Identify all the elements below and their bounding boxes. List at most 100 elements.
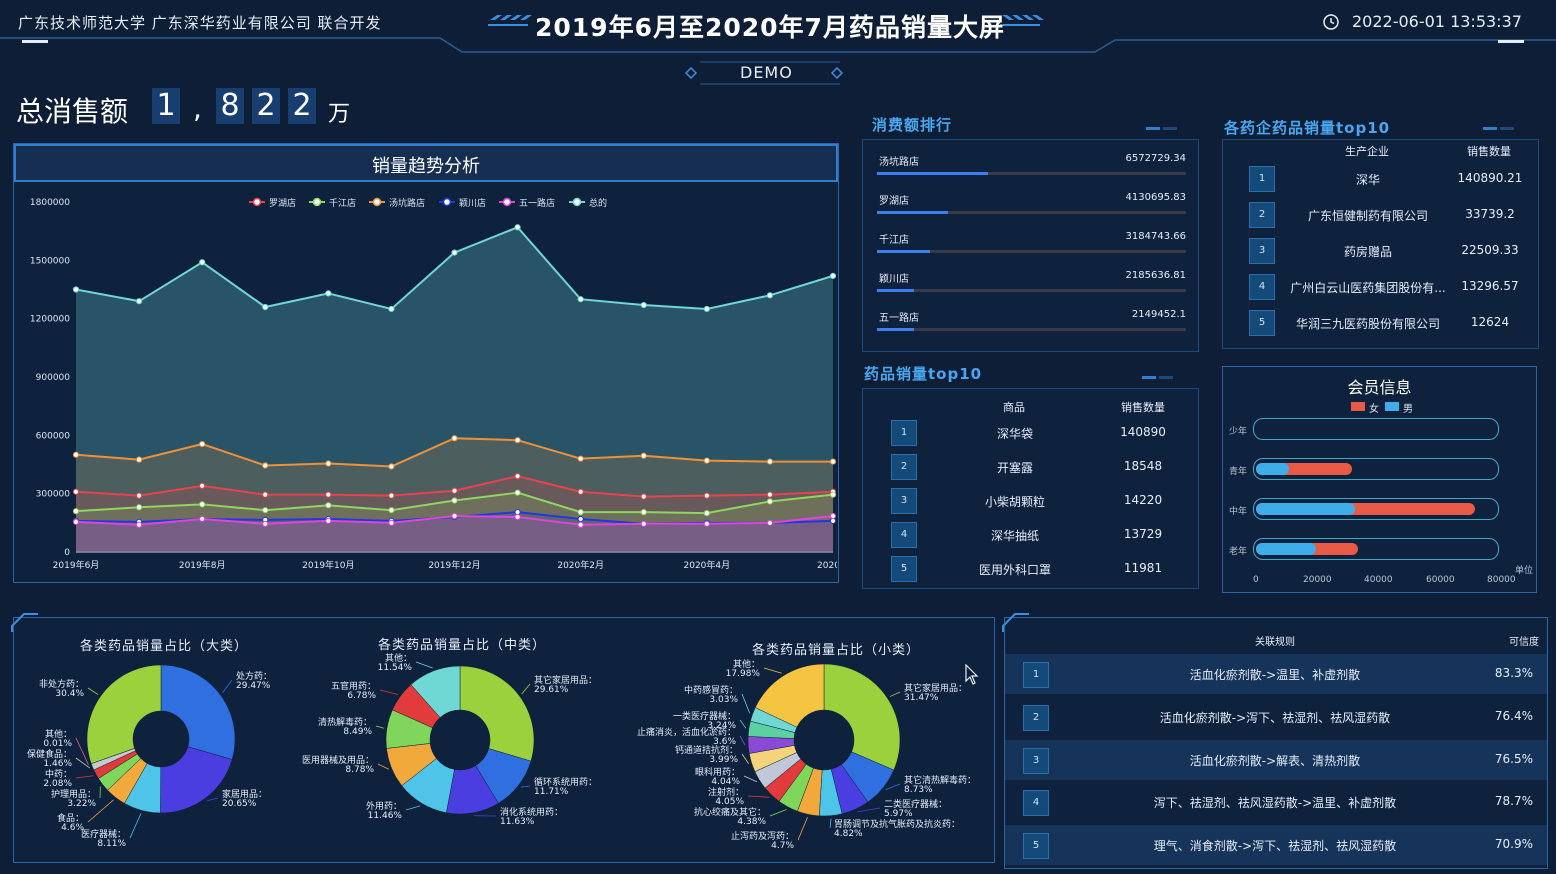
donut-chart-small: 其它家居用品：31.47% 其它清热解毒药：8.73% 二类医疗器械：5.97%胃肠… [637,658,976,851]
label-leader [75,757,90,769]
rule-row: 4 泻下、祛湿剂、祛风湿药散->温里、补虚剂散 78.7% [1005,782,1547,822]
legend-label: 千江店 [329,197,356,209]
drug-qty: 14220 [1123,493,1163,507]
slice-label-name: 中药感冒药： [684,684,738,696]
data-point [829,491,837,498]
drug-top-panel: 商品 销售数量 1 深华袋 140890 2 开塞露 18548 3 小柴胡颗粒… [862,388,1199,589]
y-tick-label: 1500000 [30,256,70,266]
x-tick-label: 2019年10月 [302,559,354,571]
drug-name: 小柴胡颗粒 [984,495,1045,509]
data-point [577,296,584,303]
data-point [199,501,206,508]
data-point [451,249,458,256]
slice-label-name: 钙通道拮抗剂： [675,744,738,756]
pie-slice [459,665,535,762]
data-point [451,487,458,494]
x-tick-label: 2020年 [817,559,837,571]
data-point [388,507,395,514]
member-xtick: 20000 [1303,575,1332,585]
label-leader [405,805,421,811]
y-tick-label: 1200000 [30,315,70,325]
slice-label-percent: 8.49% [343,727,372,737]
drug-qty: 11981 [1123,561,1163,575]
legend-label: 五一路店 [519,197,555,209]
trend-title: 销量趋势分析 [372,156,480,177]
rule-row: 2 活血化瘀剂散->泻下、祛湿剂、祛风湿药散 76.4% [1005,697,1547,737]
rank-badge: 5 [1249,310,1275,336]
drug-qty: 18548 [1123,459,1163,473]
rank-badge: 3 [1023,748,1049,774]
data-point [640,301,647,309]
rank-badge: 5 [1023,833,1049,859]
data-point [72,286,80,293]
data-point [640,509,647,516]
pie-title-large: 各类药品销量占比（大类） [80,639,249,654]
slice-label-percent: 17.98% [726,669,761,679]
member-title: 会员信息 [1347,378,1412,397]
page-title: 2019年6月至2020年7月药品销量大屏 [535,13,1005,42]
data-point [388,305,395,313]
slice-label-name: 消化系统用药： [500,806,563,818]
slice-label-name: 抗心绞痛及其它： [694,806,766,818]
member-track [1253,538,1499,560]
rule-confidence: 78.7% [1494,794,1533,808]
company-name: 药房赠品 [1343,245,1392,259]
member-category: 中年 [1229,507,1248,517]
ranking-value: 2149452.1 [1131,309,1186,320]
total-unit: 万 [328,102,351,127]
data-point [640,452,647,459]
slice-label-percent: 29.61% [534,685,569,695]
rank-badge: 1 [1023,662,1049,688]
drug-name: 开塞露 [996,461,1033,475]
label-leader [87,799,114,823]
slice-label-percent: 2.08% [43,779,72,789]
label-leader [375,725,385,729]
donut-chart-medium: 其它家居用品：29.61% 循环系统用药：11.71% 消化系统用药：11.63% 外… [302,652,597,827]
data-point [135,504,143,511]
data-point [325,460,332,467]
pie-slice [410,665,461,718]
total-digit: 2 [288,88,316,124]
data-point [829,512,837,520]
pie-slice [754,663,825,728]
data-point [135,521,143,528]
slice-label-percent: 11.71% [534,787,569,797]
slice-label-name: 止痛消炎，活血化淤药： [637,726,736,738]
slice-label-percent: 30.4% [55,689,84,699]
slice-label-percent: 3.03% [709,695,738,705]
pie-title-small: 各类药品销量占比（小类） [752,643,921,658]
label-leader [743,775,758,783]
label-leader [206,797,219,802]
rule-confidence: 83.3% [1494,666,1533,680]
slice-label-percent: 29.47% [236,681,271,691]
slice-label-percent: 4.05% [715,797,744,807]
slice-label-name: 止泻药及泻药： [731,830,794,842]
x-tick-label: 2019年8月 [179,559,226,571]
legend-male-label: 男 [1403,404,1413,415]
data-point [514,473,521,480]
company-name: 广东恒健制药有限公司 [1307,209,1428,223]
company-qty: 140890.21 [1457,171,1523,185]
slice-label-name: 胃肠调节及抗气胀药及抗炎药： [834,818,960,830]
donut-chart-large: 处方药：29.47% 家居用品：20.65% 医疗器械：8.11% 食品：4.6% 护理… [27,664,272,849]
label-leader [75,775,94,779]
company-qty: 22509.33 [1461,243,1519,257]
label-leader [856,807,881,813]
member-bar-male [1256,503,1355,515]
label-leader [763,667,782,674]
label-leader [521,683,531,695]
data-point [577,509,584,516]
slice-label-name: 其它家居用品： [904,682,967,694]
data-point [577,515,584,523]
trend-panel: 销量趋势分析 [13,143,839,583]
rank-badge: 2 [1023,705,1049,731]
company-qty: 33739.2 [1465,207,1515,221]
data-point [72,451,80,458]
data-point [514,437,521,444]
rule-text: 活血化瘀剂散->温里、补虚剂散 [1189,668,1361,682]
data-point [262,462,269,469]
drug-top-title: 药品销量top10 [864,365,983,383]
x-tick-label: 2020年4月 [684,559,731,571]
member-bar-male [1256,463,1289,475]
drug-col-qty: 销售数量 [1121,401,1165,414]
